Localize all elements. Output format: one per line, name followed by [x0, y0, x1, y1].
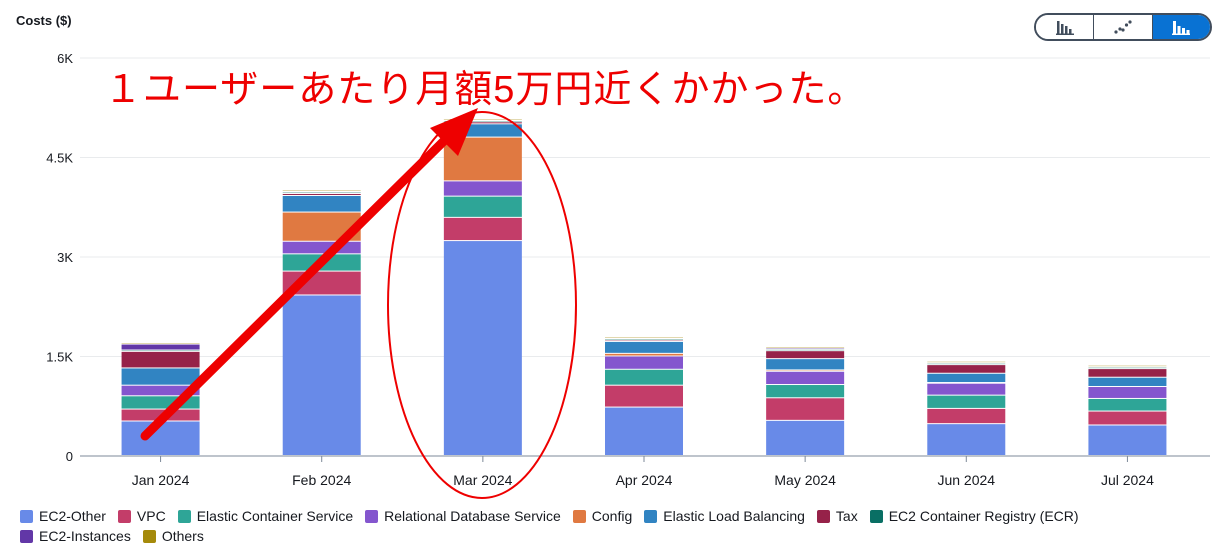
legend-item[interactable]: EC2-Instances: [20, 528, 131, 544]
legend-swatch: [117, 509, 131, 523]
stacked-bar-chart-toggle-button[interactable]: [1152, 15, 1210, 39]
bar-segment: [605, 385, 683, 407]
bar-segment: [282, 193, 361, 195]
bar-segment: [766, 385, 845, 398]
chart-legend: EC2-Other VPC Elastic Container Service Rel…: [20, 508, 1200, 544]
legend-label: Elastic Container Service: [196, 508, 354, 524]
legend-swatch: [816, 509, 830, 523]
bar-segment: [1088, 387, 1167, 398]
y-tick-label: 4.5K: [46, 151, 73, 166]
legend-swatch: [142, 529, 156, 543]
x-tick-label: May 2024: [774, 472, 836, 488]
bar-segment: [1088, 377, 1167, 387]
legend-label: Config: [591, 508, 633, 524]
x-tick-label: Feb 2024: [292, 472, 351, 488]
legend-swatch: [20, 529, 33, 543]
bar-segment: [121, 368, 200, 385]
line-chart-icon: [1114, 20, 1132, 34]
bar-segment: [282, 195, 361, 212]
bar-segment: [282, 295, 361, 455]
bar-segment: [766, 371, 845, 385]
bar-segment: [121, 344, 200, 350]
stacked-bar-chart: 0 1.5K 3K 4.5K 6K Jan 2024 Feb 2024 Mar 2024 Apr…: [46, 51, 1210, 499]
bar-segment: [282, 241, 361, 254]
bar-segment: [927, 408, 1006, 424]
legend-item[interactable]: Tax: [816, 508, 858, 524]
legend-item[interactable]: Elastic Load Balancing: [644, 508, 805, 524]
line-chart-toggle-button[interactable]: [1094, 15, 1153, 39]
bar-segment: [605, 341, 683, 353]
bar-segment: [605, 356, 683, 369]
chart-type-toggle[interactable]: [1034, 13, 1212, 41]
y-tick-label: 1.5K: [46, 350, 73, 365]
arrow-shaft: [140, 128, 457, 441]
bar-segment: [443, 181, 522, 196]
legend-label: Others: [161, 528, 204, 544]
legend-swatch: [365, 509, 379, 523]
legend-label: EC2-Other: [39, 508, 106, 524]
bar-segment: [443, 241, 522, 455]
y-axis-title: Costs ($): [16, 13, 72, 28]
bar-segment: [766, 420, 845, 455]
legend-item[interactable]: Config: [572, 508, 633, 524]
bar-segment: [605, 407, 683, 455]
legend-item[interactable]: EC2 Container Registry (ECR): [869, 508, 1079, 524]
x-tick-label: Jun 2024: [937, 472, 995, 488]
legend-item[interactable]: Elastic Container Service: [177, 508, 354, 524]
bar-segment: [1088, 425, 1167, 455]
bar-segment: [121, 385, 200, 396]
highlight-ellipse: [387, 111, 577, 499]
bar-chart-icon: [1055, 21, 1074, 35]
bar-segment: [443, 122, 522, 124]
legend-label: Tax: [835, 508, 858, 524]
x-tick-label: Apr 2024: [616, 472, 673, 488]
legend-label: VPC: [136, 508, 166, 524]
bar-segment: [927, 373, 1006, 383]
bar-segment: [1088, 398, 1167, 411]
bar-segment: [766, 398, 845, 420]
legend-label: EC2 Container Registry (ECR): [888, 508, 1079, 524]
legend-label: Relational Database Service: [384, 508, 561, 524]
bar-segment: [121, 421, 200, 455]
y-tick-label: 6K: [57, 51, 73, 66]
legend-swatch: [20, 509, 33, 523]
bar-segment: [927, 383, 1006, 395]
bar-segment: [443, 217, 522, 241]
legend-swatch: [644, 509, 658, 523]
bar-segment: [927, 395, 1006, 408]
bar-segment: [766, 351, 845, 359]
y-tick-label: 0: [66, 449, 73, 464]
legend-swatch: [869, 509, 883, 523]
bar-segment: [443, 196, 522, 217]
x-tick-label: Jan 2024: [132, 472, 190, 488]
x-tick-label: Mar 2024: [453, 472, 512, 488]
bar-segment: [605, 369, 683, 385]
bar-segment: [605, 353, 683, 356]
legend-item[interactable]: VPC: [117, 508, 166, 524]
legend-label: EC2-Instances: [39, 528, 131, 544]
legend-item[interactable]: EC2-Other: [20, 508, 106, 524]
legend-swatch: [177, 509, 191, 523]
stacked-bar-chart-icon: [1172, 21, 1191, 35]
annotation-text: １ユーザーあたり月額5万円近くかかった。: [104, 69, 867, 111]
legend-label: Elastic Load Balancing: [663, 508, 805, 524]
bar-segment: [766, 359, 845, 370]
arrow-head: [430, 108, 478, 156]
bar-segment: [927, 365, 1006, 373]
bar-chart-toggle-button[interactable]: [1036, 15, 1095, 39]
x-tick-label: Jul 2024: [1101, 472, 1154, 488]
y-tick-label: 3K: [57, 250, 73, 265]
legend-item[interactable]: Relational Database Service: [365, 508, 561, 524]
bar-segment: [1088, 411, 1167, 425]
legend-swatch: [572, 509, 586, 523]
bar-segment: [927, 424, 1006, 455]
bar-segment: [1088, 369, 1167, 377]
bar-segment: [121, 351, 200, 368]
legend-item[interactable]: Others: [142, 528, 204, 544]
